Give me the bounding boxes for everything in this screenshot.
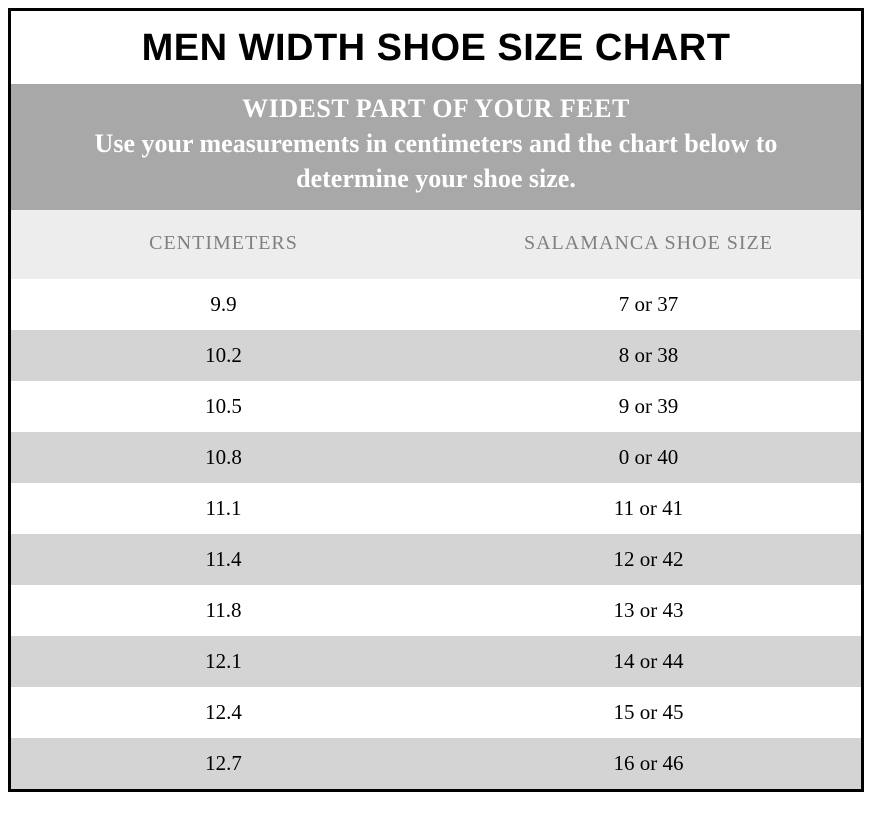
table-row: 12.1 14 or 44 xyxy=(11,636,861,687)
table-row: 12.4 15 or 45 xyxy=(11,687,861,738)
size-chart-container: MEN WIDTH SHOE SIZE CHART WIDEST PART OF… xyxy=(8,8,864,792)
cell-shoe-size: 8 or 38 xyxy=(436,343,861,368)
instruction-banner: WIDEST PART OF YOUR FEET Use your measur… xyxy=(11,84,861,210)
column-header-centimeters: CENTIMETERS xyxy=(11,232,436,255)
table-row: 10.2 8 or 38 xyxy=(11,330,861,381)
instruction-heading: WIDEST PART OF YOUR FEET xyxy=(51,94,821,124)
cell-centimeters: 12.1 xyxy=(11,649,436,674)
cell-centimeters: 12.7 xyxy=(11,751,436,776)
table-row: 11.8 13 or 43 xyxy=(11,585,861,636)
cell-shoe-size: 12 or 42 xyxy=(436,547,861,572)
cell-shoe-size: 13 or 43 xyxy=(436,598,861,623)
cell-shoe-size: 15 or 45 xyxy=(436,700,861,725)
cell-shoe-size: 14 or 44 xyxy=(436,649,861,674)
cell-centimeters: 10.5 xyxy=(11,394,436,419)
column-header-shoe-size: SALAMANCA SHOE SIZE xyxy=(436,232,861,255)
cell-centimeters: 11.8 xyxy=(11,598,436,623)
cell-shoe-size: 9 or 39 xyxy=(436,394,861,419)
column-headers: CENTIMETERS SALAMANCA SHOE SIZE xyxy=(11,210,861,279)
table-row: 11.1 11 or 41 xyxy=(11,483,861,534)
cell-centimeters: 11.1 xyxy=(11,496,436,521)
instruction-text: Use your measurements in centimeters and… xyxy=(51,126,821,196)
cell-centimeters: 11.4 xyxy=(11,547,436,572)
cell-shoe-size: 11 or 41 xyxy=(436,496,861,521)
data-rows: 9.9 7 or 37 10.2 8 or 38 10.5 9 or 39 10… xyxy=(11,279,861,789)
cell-shoe-size: 0 or 40 xyxy=(436,445,861,470)
cell-centimeters: 12.4 xyxy=(11,700,436,725)
table-row: 12.7 16 or 46 xyxy=(11,738,861,789)
cell-centimeters: 9.9 xyxy=(11,292,436,317)
table-row: 10.8 0 or 40 xyxy=(11,432,861,483)
chart-title: MEN WIDTH SHOE SIZE CHART xyxy=(11,11,861,84)
table-row: 11.4 12 or 42 xyxy=(11,534,861,585)
cell-shoe-size: 16 or 46 xyxy=(436,751,861,776)
cell-shoe-size: 7 or 37 xyxy=(436,292,861,317)
cell-centimeters: 10.2 xyxy=(11,343,436,368)
table-row: 9.9 7 or 37 xyxy=(11,279,861,330)
cell-centimeters: 10.8 xyxy=(11,445,436,470)
table-row: 10.5 9 or 39 xyxy=(11,381,861,432)
